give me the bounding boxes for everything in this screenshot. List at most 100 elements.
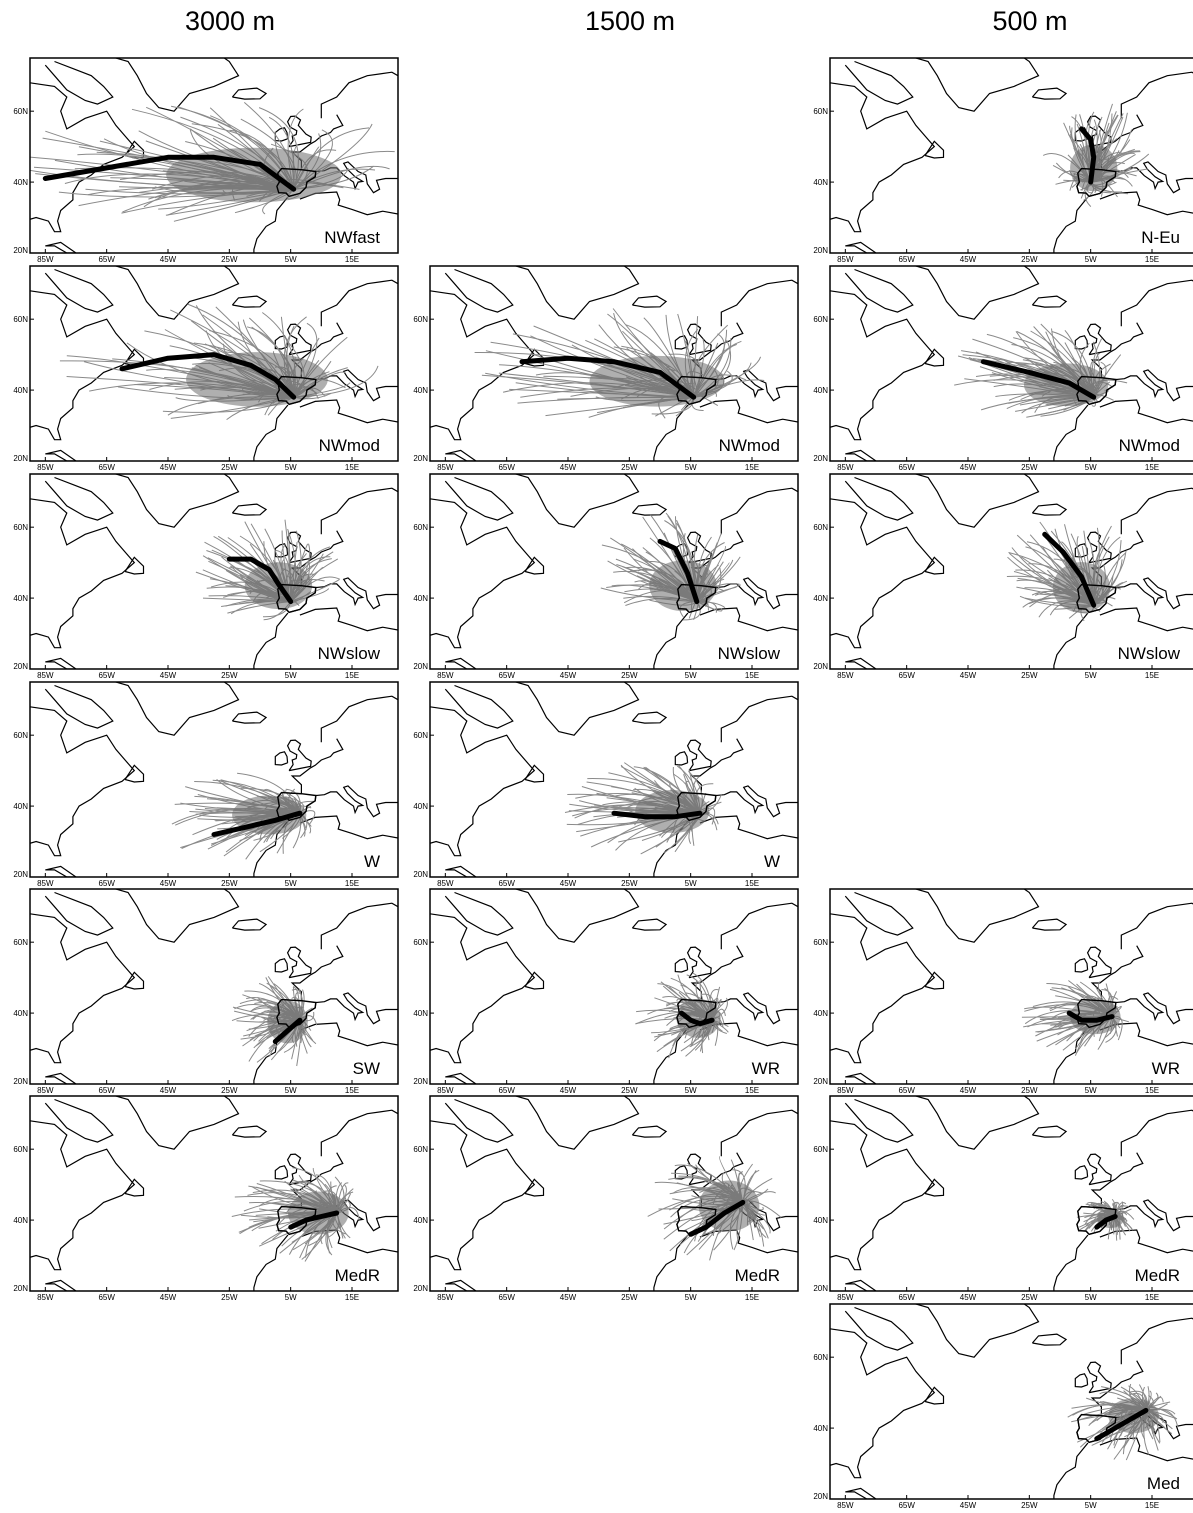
coastline: [1074, 958, 1089, 973]
coastline: [78, 460, 83, 461]
map-content: [430, 889, 798, 1084]
x-tick-label: 85W: [437, 1293, 454, 1302]
coastline: [524, 1178, 545, 1197]
x-tick-label: 25W: [221, 255, 238, 264]
y-tick-label: 40N: [413, 594, 428, 603]
coastline: [320, 71, 398, 119]
y-tick-label: 40N: [413, 1009, 428, 1018]
coastline: [286, 115, 312, 148]
coastline: [44, 268, 114, 313]
y-tick-label: 20N: [413, 1284, 428, 1293]
y-tick-label: 20N: [413, 1077, 428, 1086]
map-plot: 20N 40N 60N 85W 65W 45W 25W 5W 15E W: [413, 681, 799, 888]
y-tick-label: 60N: [413, 938, 428, 947]
x-tick-label: 5W: [685, 671, 697, 680]
y-tick-label: 20N: [813, 454, 828, 463]
coastline: [1086, 531, 1112, 564]
plot-frame: [29, 473, 399, 670]
plot-frame: [29, 57, 399, 254]
cluster-label: NWslow: [1118, 644, 1181, 663]
x-tick-label: 15E: [1145, 671, 1159, 680]
x-tick-label: 25W: [621, 879, 638, 888]
coastline: [524, 764, 545, 783]
coastline: [653, 1027, 689, 1084]
coastline: [720, 279, 798, 327]
coastline: [686, 946, 712, 979]
coastline: [231, 1125, 268, 1138]
x-tick-label: 5W: [285, 255, 297, 264]
x-tick-label: 65W: [98, 671, 115, 680]
y-tick-label: 20N: [413, 870, 428, 879]
coastline: [845, 449, 878, 461]
trajectory-density: [1023, 363, 1109, 407]
x-tick-label: 45W: [560, 879, 577, 888]
iberia-outline: [676, 1205, 717, 1236]
coastline: [231, 918, 268, 931]
x-tick-label: 15E: [1145, 255, 1159, 264]
y-tick-label: 60N: [813, 1353, 828, 1362]
trajectory-panel: 20N 40N 60N 85W 65W 45W 25W 5W 15E WR: [413, 888, 830, 1095]
coastline: [653, 404, 689, 461]
coastline: [720, 1109, 798, 1157]
map-plot: 20N 40N 60N 85W 65W 45W 25W 5W 15E N-Eu: [813, 57, 1193, 264]
coastline: [1053, 196, 1089, 253]
iberia-outline: [1076, 375, 1117, 406]
centroid-trajectory: [226, 556, 294, 605]
cluster-label: WR: [752, 1059, 780, 1078]
x-tick-label: 45W: [160, 879, 177, 888]
coastline: [124, 764, 145, 783]
x-tick-label: 65W: [898, 1086, 915, 1095]
coastline: [845, 1279, 878, 1291]
x-tick-label: 5W: [1085, 671, 1097, 680]
coastline: [830, 82, 936, 233]
cluster-label: NWslow: [718, 644, 781, 663]
coastline: [1053, 1442, 1089, 1499]
coastline: [844, 268, 914, 313]
coastline: [78, 252, 83, 253]
coastline: [286, 946, 312, 979]
y-tick-label: 40N: [413, 386, 428, 395]
x-tick-label: 5W: [1085, 1086, 1097, 1095]
x-tick-label: 15E: [345, 1086, 359, 1095]
coastline: [913, 266, 1040, 320]
coastline: [445, 657, 478, 669]
coastline: [286, 531, 312, 564]
coastline: [30, 82, 136, 233]
x-tick-label: 45W: [960, 1086, 977, 1095]
coastline: [878, 1083, 883, 1084]
coastline: [445, 865, 478, 877]
coastline: [913, 1304, 1040, 1358]
x-tick-label: 85W: [437, 671, 454, 680]
y-tick-label: 20N: [813, 1284, 828, 1293]
y-tick-label: 40N: [813, 1424, 828, 1433]
map-content: [30, 682, 398, 877]
coastline: [913, 474, 1040, 528]
x-tick-label: 85W: [37, 671, 54, 680]
coastline: [1120, 279, 1193, 327]
coastline: [631, 1125, 668, 1138]
y-tick-label: 40N: [13, 802, 28, 811]
coastline: [924, 1386, 945, 1405]
coastline: [653, 820, 689, 877]
y-tick-label: 40N: [13, 1009, 28, 1018]
centroid-trajectory: [1066, 1010, 1115, 1023]
cluster-label: NWfast: [324, 228, 380, 247]
y-tick-label: 20N: [13, 1077, 28, 1086]
coastline: [1053, 612, 1089, 669]
x-tick-label: 65W: [98, 463, 115, 472]
trajectory-panel: 20N 40N 60N 85W 65W 45W 25W 5W 15E NWfast: [13, 57, 430, 264]
x-tick-label: 85W: [837, 1501, 854, 1510]
map-content: [430, 266, 798, 461]
y-tick-label: 60N: [813, 1145, 828, 1154]
x-tick-label: 85W: [837, 1086, 854, 1095]
coastline: [286, 739, 312, 772]
map-plot: 20N 40N 60N 85W 65W 45W 25W 5W 15E Med: [813, 1303, 1193, 1510]
x-tick-label: 5W: [285, 671, 297, 680]
x-tick-label: 25W: [221, 463, 238, 472]
coastline: [1053, 1027, 1089, 1084]
coastline: [30, 706, 136, 857]
coastline: [478, 668, 483, 669]
coastline: [320, 487, 398, 535]
x-tick-label: 45W: [560, 671, 577, 680]
coastline: [45, 865, 78, 877]
